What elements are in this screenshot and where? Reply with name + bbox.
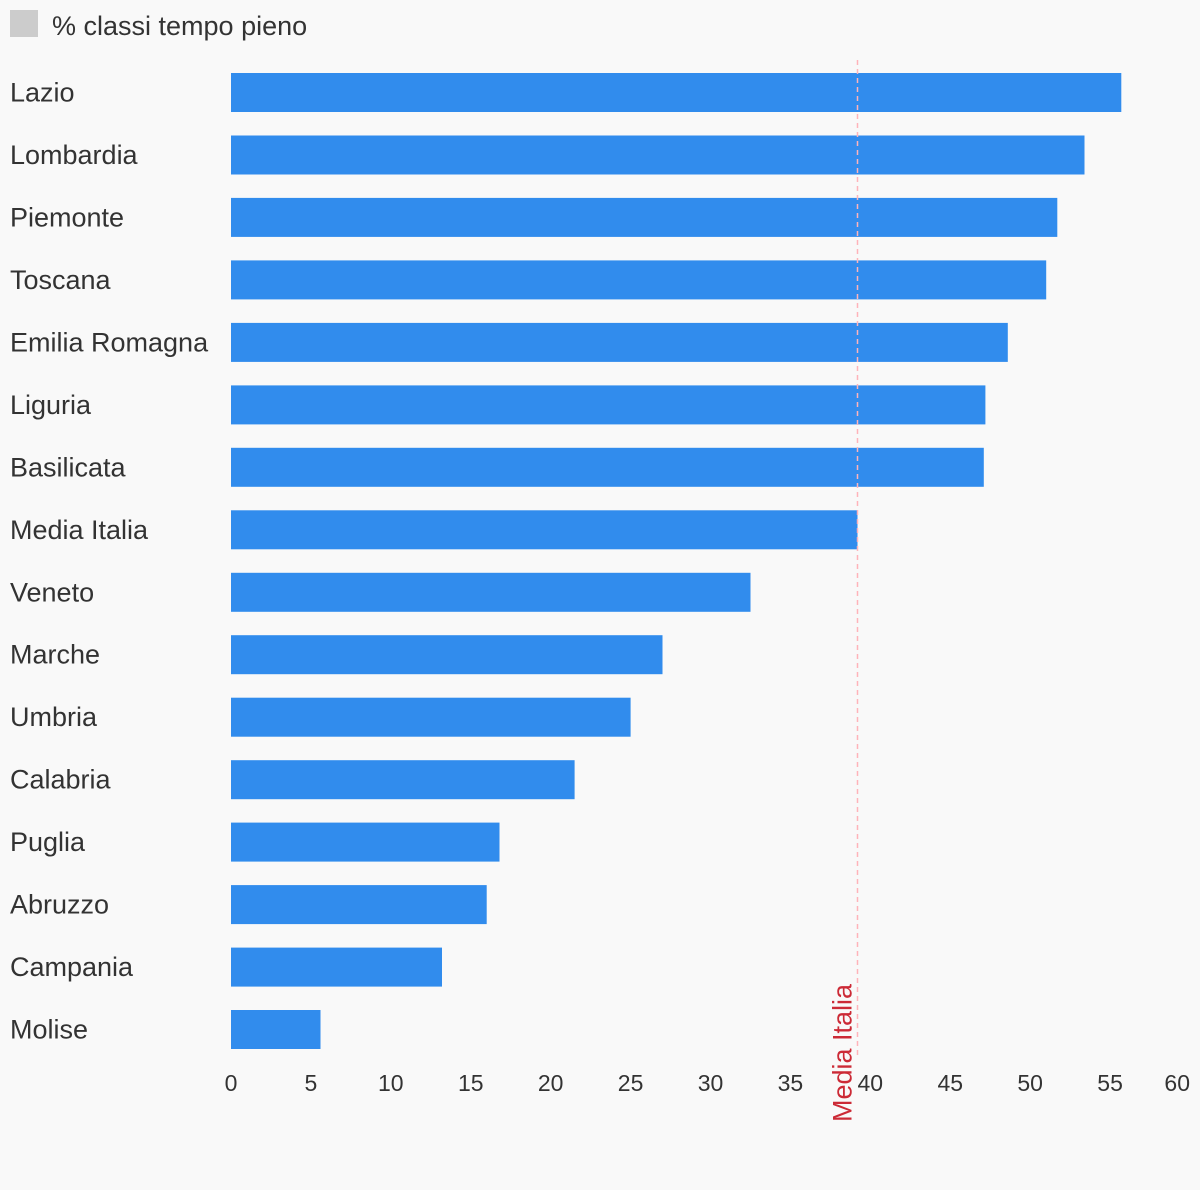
category-label: Lazio (10, 78, 75, 108)
x-tick-label: 10 (378, 1070, 404, 1096)
x-tick-label: 45 (938, 1070, 964, 1096)
x-tick-label: 20 (538, 1070, 564, 1096)
category-label: Toscana (10, 265, 112, 295)
bar (231, 760, 575, 800)
bar (231, 635, 663, 675)
bar (231, 1010, 321, 1049)
bar (231, 572, 751, 612)
x-tick-label: 50 (1017, 1070, 1043, 1096)
category-label: Puglia (10, 827, 86, 857)
category-label: Piemonte (10, 202, 124, 232)
bar (231, 197, 1058, 237)
category-label: Veneto (10, 577, 94, 607)
bar (231, 385, 986, 425)
legend-label: % classi tempo pieno (52, 11, 307, 41)
category-label: Campania (10, 952, 134, 982)
category-label: Calabria (10, 765, 112, 795)
category-label: Emilia Romagna (10, 327, 209, 357)
category-label: Liguria (10, 390, 92, 420)
category-label: Media Italia (10, 515, 149, 545)
category-labels: Lazio Lombardia Piemonte Toscana Emilia Roma… (10, 78, 209, 1045)
reference-line-label: Media Italia (828, 983, 858, 1122)
x-tick-label: 0 (225, 1070, 238, 1096)
bar (231, 260, 1047, 300)
bar (231, 822, 500, 862)
x-tick-label: 60 (1164, 1070, 1190, 1096)
x-tick-label: 40 (858, 1070, 884, 1096)
bar (231, 947, 442, 987)
bar (231, 322, 1008, 362)
category-label: Marche (10, 640, 100, 670)
reference-line-group: Media Italia (828, 60, 859, 1122)
x-tick-label: 15 (458, 1070, 484, 1096)
bar (231, 510, 858, 550)
legend: % classi tempo pieno (10, 10, 307, 41)
bar (231, 885, 487, 925)
category-label: Basilicata (10, 452, 127, 482)
category-label: Molise (10, 1015, 88, 1045)
x-tick-label: 5 (305, 1070, 318, 1096)
legend-swatch (10, 10, 38, 37)
x-axis-ticks: 0 5 10 15 20 25 30 35 40 45 50 55 60 (225, 1070, 1190, 1096)
bar (231, 73, 1122, 112)
x-tick-label: 55 (1097, 1070, 1123, 1096)
category-label: Lombardia (10, 140, 139, 170)
bars-layer (231, 73, 1122, 1049)
x-tick-label: 30 (698, 1070, 724, 1096)
bar (231, 135, 1085, 175)
x-tick-label: 35 (778, 1070, 804, 1096)
x-tick-label: 25 (618, 1070, 644, 1096)
category-label: Abruzzo (10, 890, 109, 920)
bar (231, 447, 984, 487)
category-label: Umbria (10, 702, 98, 732)
bar (231, 697, 631, 737)
